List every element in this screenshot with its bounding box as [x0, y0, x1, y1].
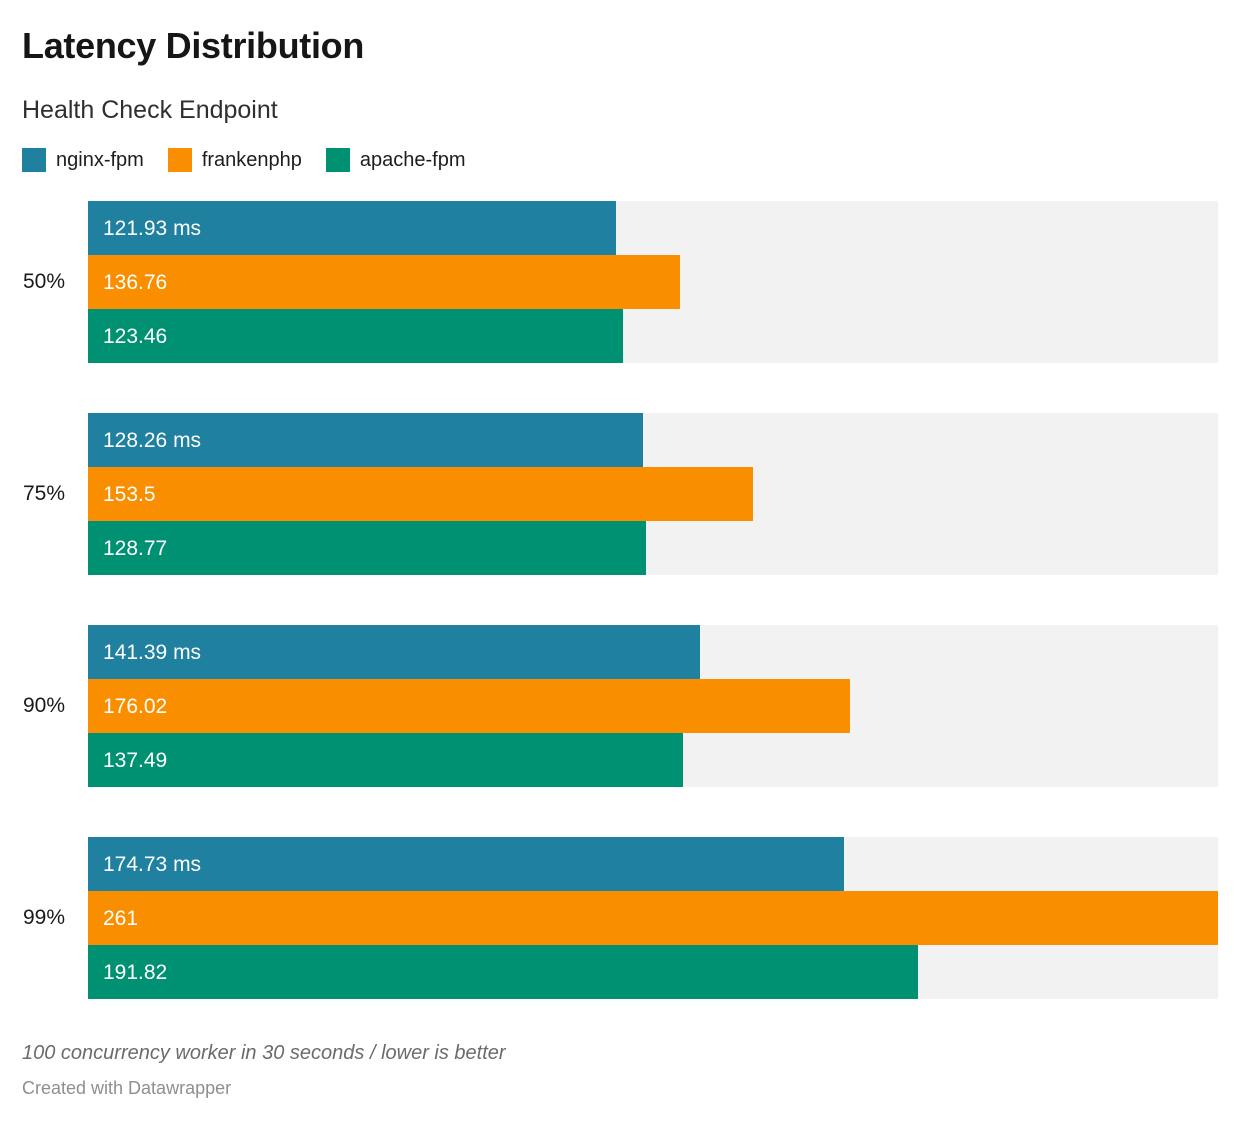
bar-value-label: 141.39 ms	[103, 640, 202, 664]
bar-value-label: 176.02	[103, 694, 168, 718]
bar-apache-fpm: 191.82	[88, 945, 919, 1000]
bar-value-label: 153.5	[103, 482, 156, 506]
bar-value-label: 191.82	[103, 960, 168, 984]
legend-swatch-icon	[325, 148, 350, 173]
bar-frankenphp: 261	[88, 891, 1218, 946]
bar-track: 141.39 ms	[88, 625, 1218, 680]
bars-stack: 121.93 ms 136.76 123.46	[88, 201, 1218, 364]
category-group-99%: 99% 174.73 ms 261 191.82	[22, 837, 1218, 1000]
bars-stack: 141.39 ms 176.02 137.49	[88, 625, 1218, 788]
bar-track: 153.5	[88, 467, 1218, 522]
legend-item-nginx-fpm: nginx-fpm	[22, 148, 144, 173]
bar-value-label: 261	[103, 906, 139, 930]
bar-track: 121.93 ms	[88, 201, 1218, 256]
bar-nginx-fpm: 128.26 ms	[88, 413, 644, 468]
category-group-90%: 90% 141.39 ms 176.02 137.49	[22, 625, 1218, 788]
legend: nginx-fpm frankenphp apache-fpm	[22, 148, 1218, 173]
bar-value-label: 128.77	[103, 536, 168, 560]
legend-swatch-icon	[167, 148, 192, 173]
bar-apache-fpm: 137.49	[88, 733, 684, 788]
category-group-75%: 75% 128.26 ms 153.5 128.77	[22, 413, 1218, 576]
bar-track: 176.02	[88, 679, 1218, 734]
bar-track: 128.77	[88, 521, 1218, 576]
category-label: 99%	[22, 906, 65, 930]
category-label: 90%	[22, 694, 65, 718]
bar-apache-fpm: 123.46	[88, 309, 623, 364]
bar-value-label: 136.76	[103, 270, 168, 294]
footer-note: 100 concurrency worker in 30 seconds / l…	[22, 1042, 506, 1065]
bar-track: 261	[88, 891, 1218, 946]
bar-nginx-fpm: 121.93 ms	[88, 201, 616, 256]
bar-track: 191.82	[88, 945, 1218, 1000]
bar-apache-fpm: 128.77	[88, 521, 646, 576]
bar-value-label: 121.93 ms	[103, 216, 202, 240]
category-label: 50%	[22, 270, 65, 294]
bar-value-label: 174.73 ms	[103, 852, 202, 876]
chart-title: Latency Distribution	[22, 25, 365, 66]
bar-frankenphp: 136.76	[88, 255, 681, 310]
category-label: 75%	[22, 482, 65, 506]
bar-track: 136.76	[88, 255, 1218, 310]
grouped-bar-chart: 50% 121.93 ms 136.76 123.46 75% 128.26 ms 153.…	[22, 201, 1218, 1000]
bar-nginx-fpm: 141.39 ms	[88, 625, 701, 680]
bar-value-label: 137.49	[103, 748, 168, 772]
bar-frankenphp: 153.5	[88, 467, 753, 522]
bar-nginx-fpm: 174.73 ms	[88, 837, 845, 892]
legend-swatch-icon	[22, 148, 46, 173]
bar-track: 123.46	[88, 309, 1218, 364]
chart-subtitle: Health Check Endpoint	[22, 96, 278, 125]
bar-value-label: 128.26 ms	[103, 428, 202, 452]
bar-value-label: 123.46	[103, 324, 168, 348]
bar-frankenphp: 176.02	[88, 679, 851, 734]
legend-item-frankenphp: frankenphp	[167, 148, 302, 173]
bar-track: 174.73 ms	[88, 837, 1218, 892]
bar-track: 137.49	[88, 733, 1218, 788]
legend-item-apache-fpm: apache-fpm	[325, 148, 466, 173]
bars-stack: 128.26 ms 153.5 128.77	[88, 413, 1218, 576]
legend-label: nginx-fpm	[56, 149, 144, 172]
category-group-50%: 50% 121.93 ms 136.76 123.46	[22, 201, 1218, 364]
footer-credit: Created with Datawrapper	[22, 1078, 232, 1099]
legend-label: apache-fpm	[359, 149, 466, 172]
bar-track: 128.26 ms	[88, 413, 1218, 468]
legend-label: frankenphp	[201, 149, 302, 172]
bars-stack: 174.73 ms 261 191.82	[88, 837, 1218, 1000]
